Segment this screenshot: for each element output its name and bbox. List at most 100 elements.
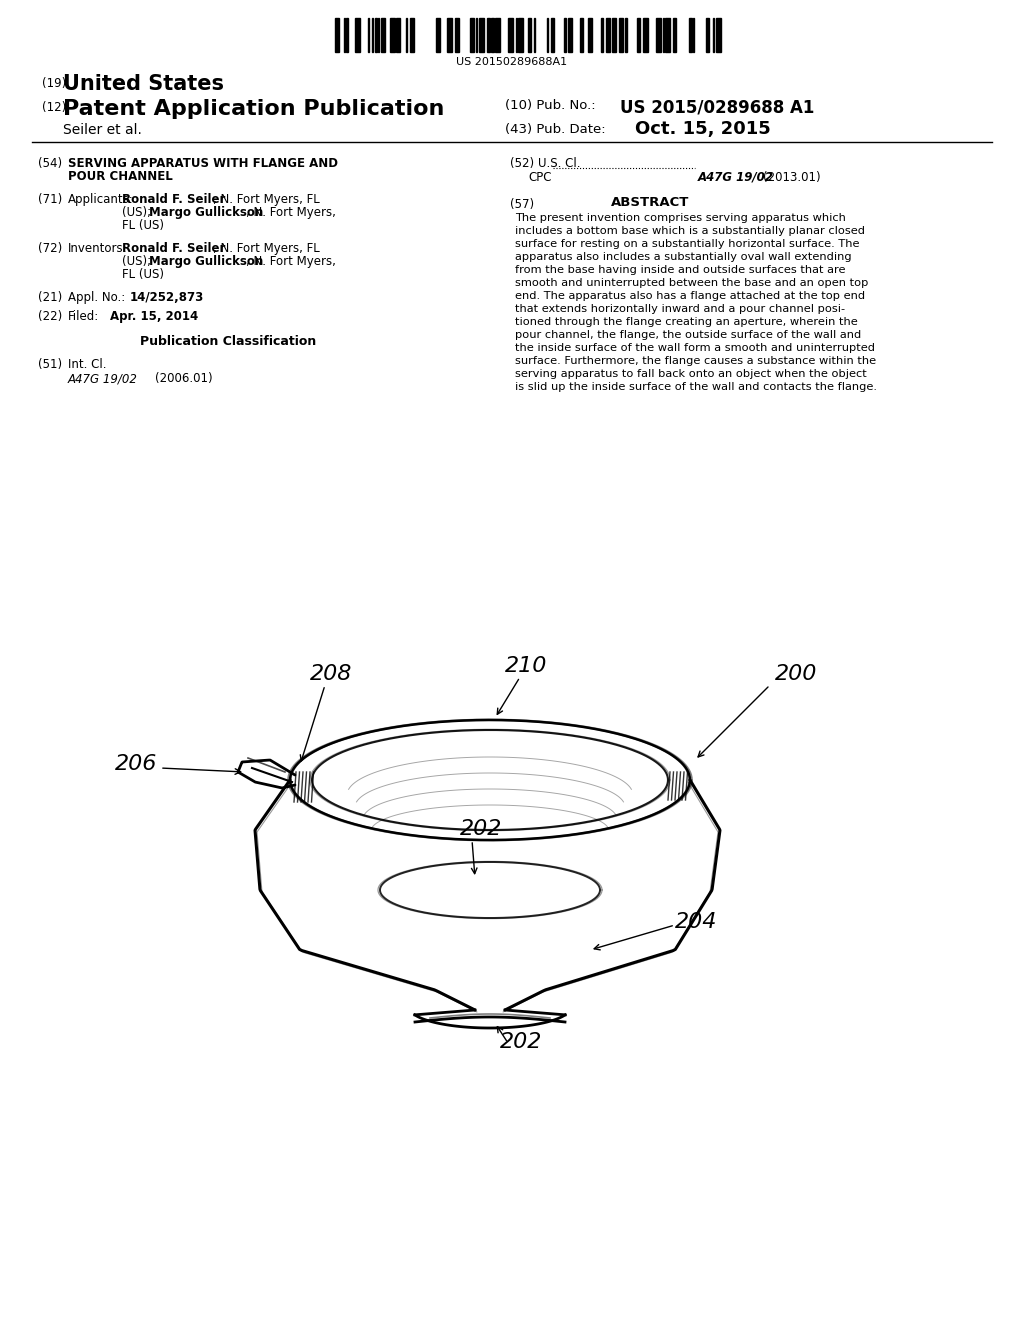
Bar — [335, 18, 339, 51]
Bar — [455, 18, 459, 51]
Text: Patent Application Publication: Patent Application Publication — [63, 99, 444, 119]
Bar — [673, 18, 676, 51]
Text: , N. Fort Myers, FL: , N. Fort Myers, FL — [213, 242, 319, 255]
Text: U.S. Cl.: U.S. Cl. — [538, 157, 581, 170]
Text: pour channel, the flange, the outside surface of the wall and: pour channel, the flange, the outside su… — [515, 330, 861, 341]
Text: Oct. 15, 2015: Oct. 15, 2015 — [635, 120, 771, 139]
Text: Apr. 15, 2014: Apr. 15, 2014 — [110, 310, 199, 323]
Bar — [612, 18, 616, 51]
Text: (52): (52) — [510, 157, 535, 170]
Bar — [606, 18, 610, 51]
Bar — [601, 18, 603, 51]
Bar — [508, 18, 513, 51]
Text: A47G 19/02: A47G 19/02 — [68, 372, 138, 385]
Text: Filed:: Filed: — [68, 310, 99, 323]
Text: 204: 204 — [675, 912, 718, 932]
Text: includes a bottom base which is a substantially planar closed: includes a bottom base which is a substa… — [515, 226, 865, 236]
Text: A47G 19/02: A47G 19/02 — [698, 172, 774, 183]
Bar — [568, 18, 572, 51]
Text: , N. Fort Myers,: , N. Fort Myers, — [246, 206, 336, 219]
Text: CPC: CPC — [528, 172, 552, 183]
Text: , N. Fort Myers,: , N. Fort Myers, — [246, 255, 336, 268]
Text: smooth and uninterrupted between the base and an open top: smooth and uninterrupted between the bas… — [515, 279, 868, 288]
Text: 200: 200 — [775, 664, 817, 684]
Text: SERVING APPARATUS WITH FLANGE AND: SERVING APPARATUS WITH FLANGE AND — [68, 157, 338, 170]
Text: tioned through the flange creating an aperture, wherein the: tioned through the flange creating an ap… — [515, 317, 858, 327]
Text: FL (US): FL (US) — [122, 219, 164, 232]
Bar — [689, 18, 692, 51]
Text: Applicants:: Applicants: — [68, 193, 134, 206]
Bar — [495, 18, 500, 51]
Bar — [551, 18, 554, 51]
Text: US 2015/0289688 A1: US 2015/0289688 A1 — [620, 99, 814, 117]
Text: FL (US): FL (US) — [122, 268, 164, 281]
Text: (71): (71) — [38, 193, 62, 206]
Bar — [436, 18, 440, 51]
Bar — [706, 18, 709, 51]
Text: 202: 202 — [500, 1032, 543, 1052]
Text: (54): (54) — [38, 157, 62, 170]
Text: 14/252,873: 14/252,873 — [130, 290, 204, 304]
Text: (72): (72) — [38, 242, 62, 255]
Bar — [528, 18, 531, 51]
Text: US 20150289688A1: US 20150289688A1 — [457, 57, 567, 67]
Text: (2006.01): (2006.01) — [155, 372, 213, 385]
Bar — [479, 18, 484, 51]
Text: (US);: (US); — [122, 255, 155, 268]
Text: 206: 206 — [115, 754, 158, 774]
Bar — [470, 18, 474, 51]
Bar — [375, 18, 377, 51]
Text: 202: 202 — [460, 818, 503, 840]
Bar — [618, 18, 623, 51]
Text: (12): (12) — [42, 102, 67, 114]
Text: (19): (19) — [42, 77, 67, 90]
Bar — [518, 18, 523, 51]
Text: ABSTRACT: ABSTRACT — [610, 195, 689, 209]
Bar — [396, 18, 400, 51]
Bar — [564, 18, 566, 51]
Text: Margo Gullickson: Margo Gullickson — [150, 206, 263, 219]
Text: end. The apparatus also has a flange attached at the top end: end. The apparatus also has a flange att… — [515, 290, 865, 301]
Text: Inventors:: Inventors: — [68, 242, 128, 255]
Text: United States: United States — [63, 74, 224, 94]
Bar — [637, 18, 640, 51]
Text: Seiler et al.: Seiler et al. — [63, 123, 142, 137]
Text: Appl. No.:: Appl. No.: — [68, 290, 125, 304]
Bar — [643, 18, 648, 51]
Text: The present invention comprises serving apparatus which: The present invention comprises serving … — [515, 213, 846, 223]
Bar — [716, 18, 721, 51]
Text: Ronald F. Seiler: Ronald F. Seiler — [122, 242, 225, 255]
Text: (21): (21) — [38, 290, 62, 304]
Text: (10) Pub. No.:: (10) Pub. No.: — [505, 99, 596, 112]
Text: apparatus also includes a substantially oval wall extending: apparatus also includes a substantially … — [515, 252, 852, 261]
Text: , N. Fort Myers, FL: , N. Fort Myers, FL — [213, 193, 319, 206]
Text: from the base having inside and outside surfaces that are: from the base having inside and outside … — [515, 265, 846, 275]
Bar — [346, 18, 348, 51]
Text: Publication Classification: Publication Classification — [140, 335, 316, 348]
Bar — [487, 18, 490, 51]
Bar — [656, 18, 662, 51]
Bar — [625, 18, 627, 51]
Bar — [390, 18, 395, 51]
Text: POUR CHANNEL: POUR CHANNEL — [68, 170, 173, 183]
Text: (57): (57) — [510, 198, 535, 211]
Bar — [381, 18, 385, 51]
Bar — [580, 18, 583, 51]
Text: (22): (22) — [38, 310, 62, 323]
Text: the inside surface of the wall form a smooth and uninterrupted: the inside surface of the wall form a sm… — [515, 343, 874, 352]
Bar — [410, 18, 414, 51]
Text: (51): (51) — [38, 358, 62, 371]
Text: (2013.01): (2013.01) — [763, 172, 820, 183]
Text: (43) Pub. Date:: (43) Pub. Date: — [505, 123, 605, 136]
Text: 208: 208 — [310, 664, 352, 684]
Text: (US);: (US); — [122, 206, 155, 219]
Text: that extends horizontally inward and a pour channel posi-: that extends horizontally inward and a p… — [515, 304, 845, 314]
Bar — [355, 18, 360, 51]
Text: surface. Furthermore, the flange causes a substance within the: surface. Furthermore, the flange causes … — [515, 356, 877, 366]
Text: 210: 210 — [505, 656, 548, 676]
Bar — [665, 18, 670, 51]
Bar — [447, 18, 452, 51]
Text: is slid up the inside surface of the wall and contacts the flange.: is slid up the inside surface of the wal… — [515, 381, 877, 392]
Text: Int. Cl.: Int. Cl. — [68, 358, 106, 371]
Bar — [588, 18, 592, 51]
